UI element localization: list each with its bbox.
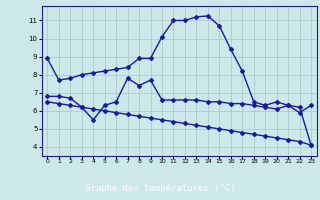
Text: Graphe des températures (°C): Graphe des températures (°C) [85, 184, 235, 193]
